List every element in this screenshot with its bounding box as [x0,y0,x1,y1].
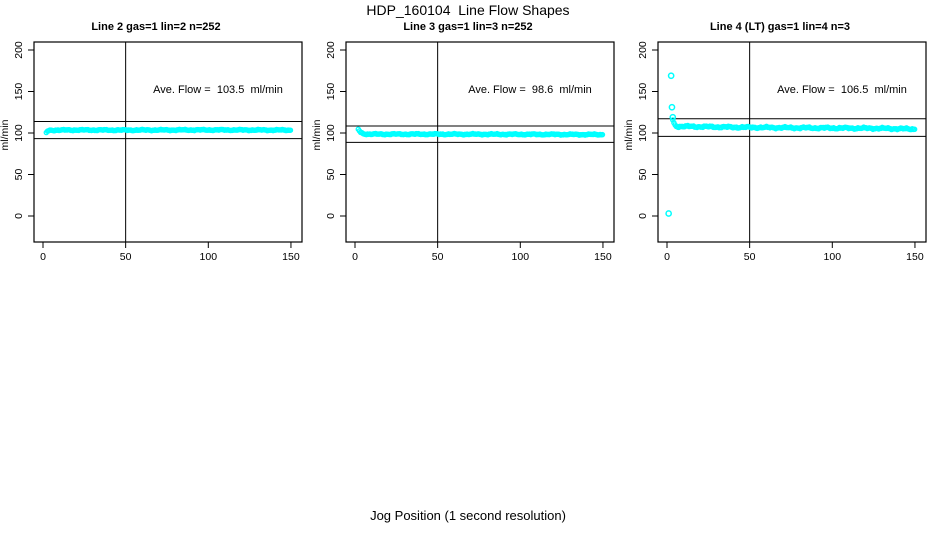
svg-text:100: 100 [512,251,530,263]
panel-line-4: 0 50 100 150 0 50 100 150 200 ml/min Line 4 (LT) … [624,0,936,540]
svg-text:0: 0 [13,213,25,219]
x-axis-label: Jog Position (1 second resolution) [370,508,566,523]
svg-text:150: 150 [906,251,924,263]
svg-text:0: 0 [352,251,358,263]
svg-text:50: 50 [13,169,25,181]
panel-line-3-title: Line 3 gas=1 lin=3 n=252 [403,21,533,33]
svg-text:200: 200 [637,41,649,59]
svg-text:0: 0 [40,251,46,263]
svg-text:100: 100 [325,124,337,142]
panel-line-4-title: Line 4 (LT) gas=1 lin=4 n=3 [709,21,851,33]
svg-text:100: 100 [200,251,218,263]
svg-text:ml/min: ml/min [624,119,635,150]
panel-line-4-ave-flow-annotation: Ave. Flow = 106.5 ml/min [777,84,907,96]
svg-text:100: 100 [13,124,25,142]
panel-line-2-title: Line 2 gas=1 lin=2 n=252 [91,21,221,33]
svg-text:150: 150 [13,83,25,101]
svg-text:50: 50 [744,251,756,263]
svg-text:150: 150 [637,83,649,101]
panel-line-2-plot-area: 0 50 100 150 0 50 100 150 200 ml/min [0,41,303,263]
panel-line-2-ave-flow-annotation: Ave. Flow = 103.5 ml/min [153,84,283,96]
svg-text:0: 0 [637,213,649,219]
svg-text:50: 50 [120,251,132,263]
svg-text:ml/min: ml/min [312,119,323,150]
svg-text:0: 0 [664,251,670,263]
svg-text:100: 100 [824,251,842,263]
svg-text:150: 150 [282,251,300,263]
svg-text:200: 200 [13,41,25,59]
svg-text:0: 0 [325,213,337,219]
svg-text:200: 200 [325,41,337,59]
panel-line-3-ave-flow-annotation: Ave. Flow = 98.6 ml/min [468,84,592,96]
panel-line-4-plot-area: 0 50 100 150 0 50 100 150 200 ml/min [624,41,927,263]
svg-text:150: 150 [325,83,337,101]
svg-text:150: 150 [594,251,612,263]
svg-text:ml/min: ml/min [0,119,11,150]
svg-text:50: 50 [637,169,649,181]
svg-text:100: 100 [637,124,649,142]
svg-text:50: 50 [325,169,337,181]
svg-text:50: 50 [432,251,444,263]
panel-line-3: 0 50 100 150 0 50 100 150 200 ml/min Line 3 gas=1… [312,0,624,540]
panel-line-3-plot-area: 0 50 100 150 0 50 100 150 200 ml/min [312,41,615,263]
panel-line-2: 0 50 100 150 0 50 100 150 200 ml/min Line 2 gas=1… [0,0,312,540]
chart-title: HDP_160104 Line Flow Shapes [366,2,570,18]
